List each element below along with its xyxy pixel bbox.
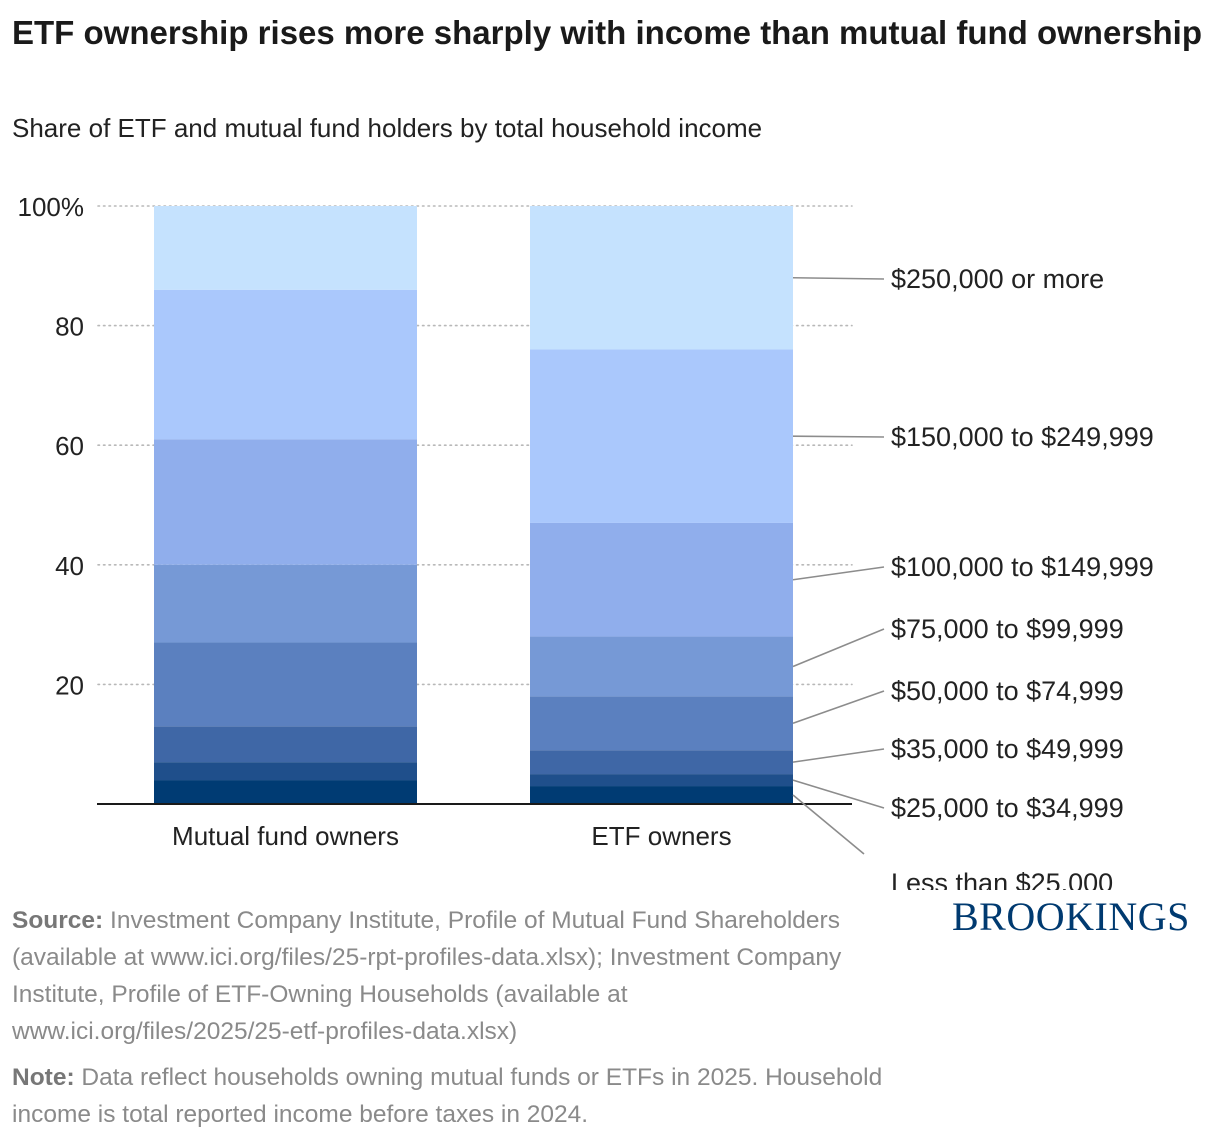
series-label: $150,000 to $249,999 — [891, 422, 1154, 452]
y-tick-label: 40 — [55, 551, 84, 581]
leader-line — [792, 748, 885, 763]
series-labels: Less than $25,000 $25,000 to $34,999 $35,0… — [792, 264, 1154, 890]
bar-segment — [530, 636, 793, 697]
bars — [154, 206, 793, 804]
bar-segment — [530, 786, 793, 804]
bar-segment — [530, 522, 793, 637]
series-label: $25,000 to $34,999 — [891, 793, 1124, 823]
series-label: $250,000 or more — [891, 264, 1104, 294]
bar-segment — [530, 349, 793, 523]
data-note: Note: Data reflect households owning mut… — [12, 1059, 912, 1133]
bar-segment — [154, 780, 417, 804]
leader-line — [792, 794, 865, 855]
axes: 20 40 60 80 100% Mutual fund owners ETF owners — [18, 192, 852, 851]
chart-subtitle: Share of ETF and mutual fund holders by … — [12, 113, 763, 143]
bar-segment — [154, 289, 417, 440]
series-label: $50,000 to $74,999 — [891, 676, 1124, 706]
bar-segment — [154, 206, 417, 290]
bar-segment — [154, 564, 417, 643]
y-tick-label: 20 — [55, 670, 84, 700]
bar-segment — [154, 726, 417, 763]
x-category-label: ETF owners — [591, 821, 731, 851]
leader-line — [792, 566, 885, 581]
bar-segment — [530, 750, 793, 775]
source-label: Source: — [12, 907, 104, 934]
chart-title: ETF ownership rises more sharply with in… — [12, 14, 1202, 51]
bar-segment — [154, 762, 417, 781]
y-tick-label: 100% — [18, 192, 85, 222]
brookings-logo: BROOKINGS — [952, 894, 1190, 939]
stacked-bar-chart: 20 40 60 80 100% Mutual fund owners ETF owners… — [18, 192, 1154, 890]
leader-line — [792, 435, 885, 438]
series-label: $100,000 to $149,999 — [891, 552, 1154, 582]
leader-line — [792, 276, 885, 280]
note-text: Data reflect households owning mutual fu… — [12, 1064, 883, 1128]
bar-segment — [530, 696, 793, 751]
bar-segment — [530, 206, 793, 350]
source-note: Source: Investment Company Institute, Pr… — [12, 902, 912, 1050]
bar-segment — [154, 439, 417, 565]
leader-line — [792, 690, 885, 725]
leader-line — [792, 628, 885, 668]
leader-line — [792, 779, 885, 809]
note-label: Note: — [12, 1064, 75, 1091]
series-label: $35,000 to $49,999 — [891, 734, 1124, 764]
series-label: Less than $25,000 — [891, 868, 1113, 890]
bar-segment — [530, 774, 793, 787]
bar-segment — [154, 642, 417, 727]
x-category-label: Mutual fund owners — [172, 821, 399, 851]
source-text: Investment Company Institute, Profile of… — [12, 907, 842, 1045]
y-tick-label: 60 — [55, 431, 84, 461]
y-tick-label: 80 — [55, 312, 84, 342]
series-label: $75,000 to $99,999 — [891, 614, 1124, 644]
